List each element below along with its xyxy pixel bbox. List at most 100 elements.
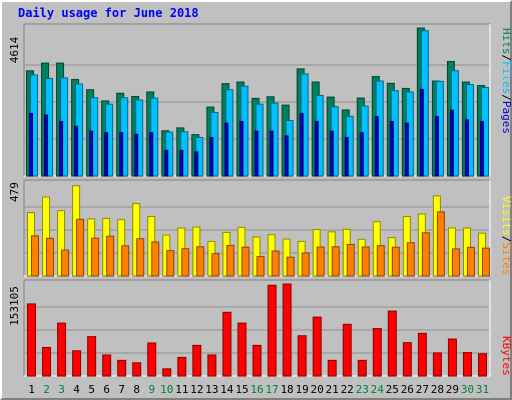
bar-pages-day-29 — [449, 109, 454, 177]
bar-pages-day-8 — [134, 133, 139, 177]
x-tick-label-25: 25 — [386, 383, 399, 396]
bar-sites-day-13 — [211, 253, 220, 277]
x-tick-label-14: 14 — [220, 383, 234, 396]
bar-kbytes-day-29 — [447, 338, 457, 377]
bar-kbytes-day-27 — [417, 332, 427, 377]
bar-sites-day-12 — [196, 246, 205, 277]
bar-sites-day-29 — [451, 248, 460, 277]
bar-kbytes-day-19 — [297, 335, 307, 377]
bar-kbytes-day-20 — [312, 316, 322, 377]
bar-sites-day-7 — [121, 245, 130, 277]
bar-pages-day-11 — [179, 149, 184, 177]
x-tick-label-19: 19 — [295, 383, 308, 396]
x-tick-label-18: 18 — [280, 383, 293, 396]
x-tick-label-5: 5 — [88, 383, 95, 396]
series-label-sites: Sites — [500, 242, 512, 275]
bar-pages-day-31 — [479, 120, 484, 177]
x-tick-label-12: 12 — [190, 383, 203, 396]
bar-pages-day-1 — [29, 112, 34, 177]
x-tick-label-1: 1 — [28, 383, 35, 396]
bar-pages-day-21 — [329, 130, 334, 177]
bar-pages-day-26 — [404, 122, 409, 177]
x-tick-label-26: 26 — [401, 383, 414, 396]
bar-pages-day-28 — [434, 116, 439, 177]
series-label-hits: Hits — [500, 28, 512, 55]
series-label: KBytes — [500, 336, 512, 376]
bar-sites-day-28 — [436, 211, 445, 277]
panel-3: 153105 KBytes — [8, 279, 512, 377]
bar-kbytes-day-14 — [222, 311, 232, 377]
bar-kbytes-day-16 — [252, 344, 262, 377]
x-tick-label-17: 17 — [265, 383, 278, 396]
bar-kbytes-day-2 — [42, 346, 52, 377]
bar-sites-day-18 — [286, 256, 295, 277]
bar-pages-day-5 — [89, 130, 94, 177]
bar-sites-day-15 — [241, 246, 250, 277]
series-label: Visits/Sites — [500, 196, 512, 276]
bar-pages-day-12 — [194, 151, 199, 177]
bar-pages-day-7 — [119, 132, 124, 177]
bar-sites-day-24 — [376, 245, 385, 277]
bar-pages-day-23 — [359, 132, 364, 177]
bar-kbytes-day-15 — [237, 322, 247, 377]
bar-pages-day-17 — [269, 130, 274, 177]
bar-sites-day-8 — [136, 238, 145, 277]
bar-pages-day-4 — [74, 125, 79, 177]
x-tick-label-3: 3 — [58, 383, 65, 396]
bar-sites-day-16 — [256, 256, 265, 277]
panel-2: 479 Visits/Sites — [8, 179, 512, 277]
bar-sites-day-4 — [76, 218, 85, 277]
bar-kbytes-day-1 — [27, 303, 37, 377]
bar-pages-day-10 — [164, 149, 169, 177]
x-tick-label-9: 9 — [148, 383, 155, 396]
bar-pages-day-30 — [464, 119, 469, 177]
x-tick-label-30: 30 — [461, 383, 474, 396]
bar-kbytes-day-17 — [267, 284, 277, 377]
bar-pages-day-25 — [389, 120, 394, 177]
bar-kbytes-day-6 — [102, 354, 112, 377]
bar-sites-day-30 — [466, 246, 475, 277]
x-tick-label-24: 24 — [371, 383, 385, 396]
bar-sites-day-31 — [481, 247, 490, 277]
x-tick-label-16: 16 — [250, 383, 263, 396]
bar-sites-day-25 — [391, 246, 400, 277]
bar-sites-day-26 — [406, 242, 415, 277]
bar-pages-day-6 — [104, 132, 109, 177]
bar-kbytes-day-12 — [192, 344, 202, 377]
panel-1: 4614 Hits/Files/Pages — [8, 23, 512, 177]
bar-kbytes-day-22 — [342, 323, 352, 377]
bar-pages-day-3 — [59, 120, 64, 177]
bar-kbytes-day-23 — [357, 359, 367, 377]
bar-kbytes-day-18 — [282, 283, 292, 377]
bar-pages-day-24 — [374, 116, 379, 177]
bar-sites-day-6 — [106, 235, 115, 277]
bar-kbytes-day-30 — [462, 352, 472, 377]
bar-kbytes-day-8 — [132, 362, 142, 377]
bar-kbytes-day-11 — [177, 356, 187, 377]
bar-sites-day-14 — [226, 244, 235, 277]
bar-kbytes-day-5 — [87, 336, 97, 377]
x-tick-label-7: 7 — [118, 383, 125, 396]
bar-pages-day-27 — [419, 88, 424, 177]
bar-pages-day-13 — [209, 137, 214, 177]
x-tick-label-27: 27 — [416, 383, 429, 396]
y-max-label: 153105 — [8, 286, 21, 326]
bar-kbytes-day-31 — [477, 353, 487, 377]
series-label-files: Files — [500, 61, 512, 94]
bar-kbytes-day-24 — [372, 328, 382, 377]
bar-sites-day-17 — [271, 250, 280, 277]
x-tick-label-15: 15 — [235, 383, 248, 396]
y-max-label: 479 — [8, 182, 21, 202]
bar-kbytes-day-9 — [147, 342, 157, 377]
series-label: Hits/Files/Pages — [500, 28, 512, 134]
bar-kbytes-day-26 — [402, 342, 412, 377]
x-tick-label-8: 8 — [133, 383, 140, 396]
x-tick-label-4: 4 — [73, 383, 80, 396]
x-tick-label-6: 6 — [103, 383, 110, 396]
bar-sites-day-22 — [346, 244, 355, 277]
x-tick-label-21: 21 — [326, 383, 339, 396]
x-tick-label-11: 11 — [175, 383, 188, 396]
x-tick-label-10: 10 — [160, 383, 173, 396]
bar-pages-day-14 — [224, 122, 229, 177]
